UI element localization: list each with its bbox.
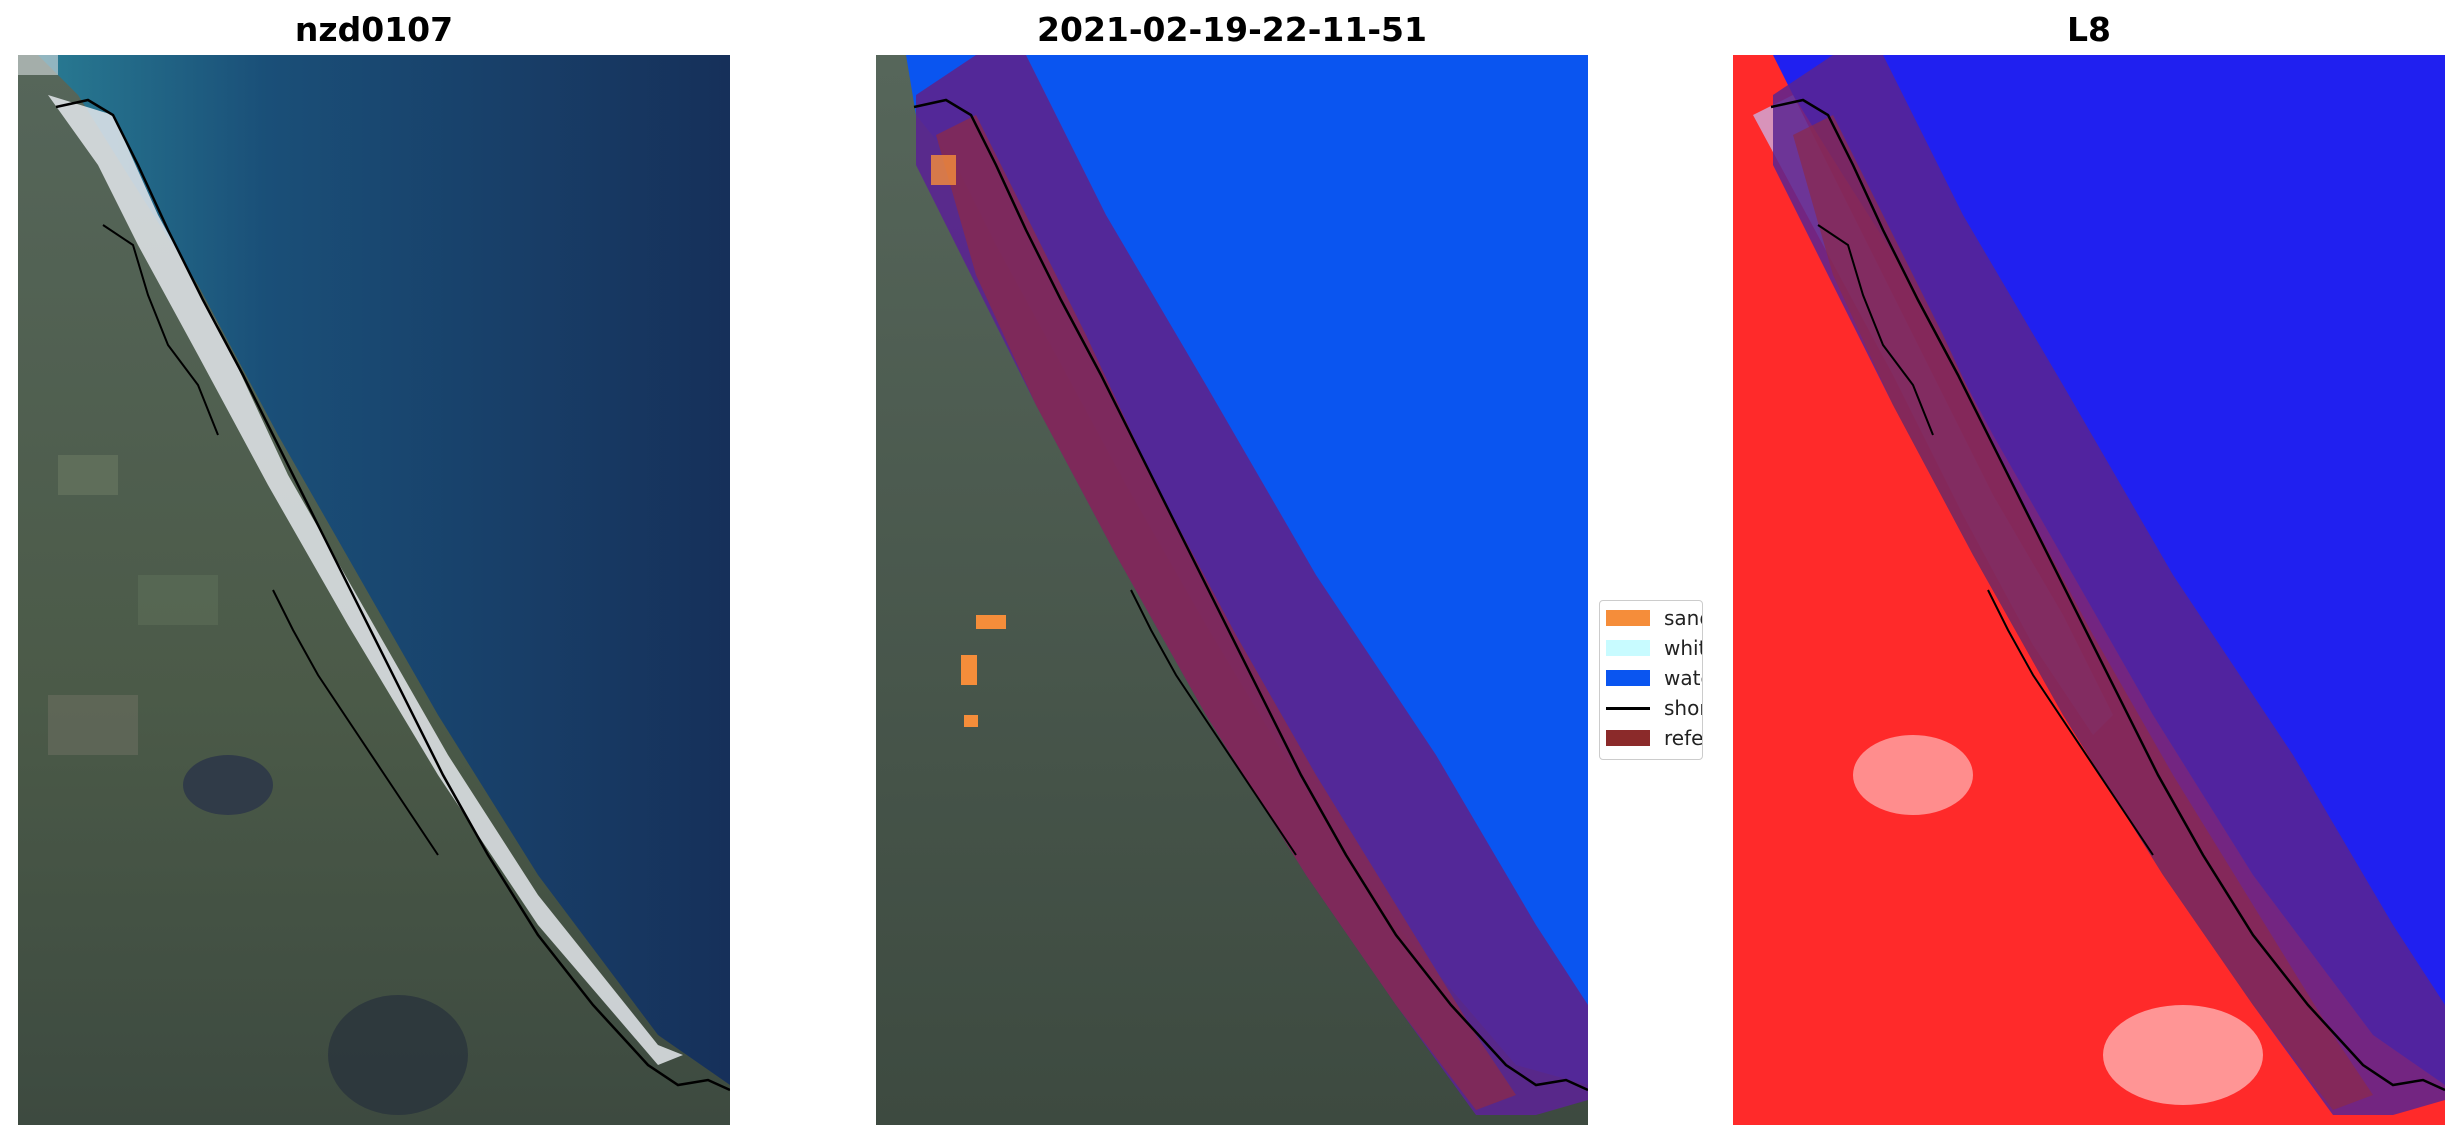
legend-label-shoreline: shoreline	[1664, 696, 1703, 720]
sand-swatch	[1606, 610, 1650, 626]
legend-label-sand: sand	[1664, 606, 1702, 630]
rgb-image-panel	[18, 55, 730, 1125]
classification-image	[876, 55, 1588, 1125]
legend-label-water: water	[1664, 666, 1702, 690]
panel-title-rgb: nzd0107	[294, 10, 454, 49]
panel-title-classification: 2021-02-19-22-11-51	[1037, 10, 1427, 49]
legend-item-whitewater: whitewater	[1606, 633, 1702, 663]
index-panel	[1733, 55, 2445, 1125]
whitewater-swatch	[1606, 640, 1650, 656]
shoreline-line-swatch	[1606, 706, 1650, 710]
legend-item-sand: sand	[1606, 603, 1702, 633]
legend-item-water: water	[1606, 663, 1702, 693]
panel-title-index: L8	[2067, 10, 2111, 49]
water-swatch	[1606, 670, 1650, 686]
index-image	[1733, 55, 2445, 1125]
legend-item-reference: reference	[1606, 723, 1703, 753]
legend-label-whitewater: whitewater	[1664, 636, 1702, 660]
legend: sand whitewater water shoreline referenc…	[1599, 600, 1703, 760]
reference-swatch	[1606, 730, 1650, 746]
legend-label-reference: reference	[1664, 726, 1703, 750]
legend-item-shoreline: shoreline	[1606, 693, 1703, 723]
rgb-satellite-image	[18, 55, 730, 1125]
classification-panel	[876, 55, 1588, 1125]
